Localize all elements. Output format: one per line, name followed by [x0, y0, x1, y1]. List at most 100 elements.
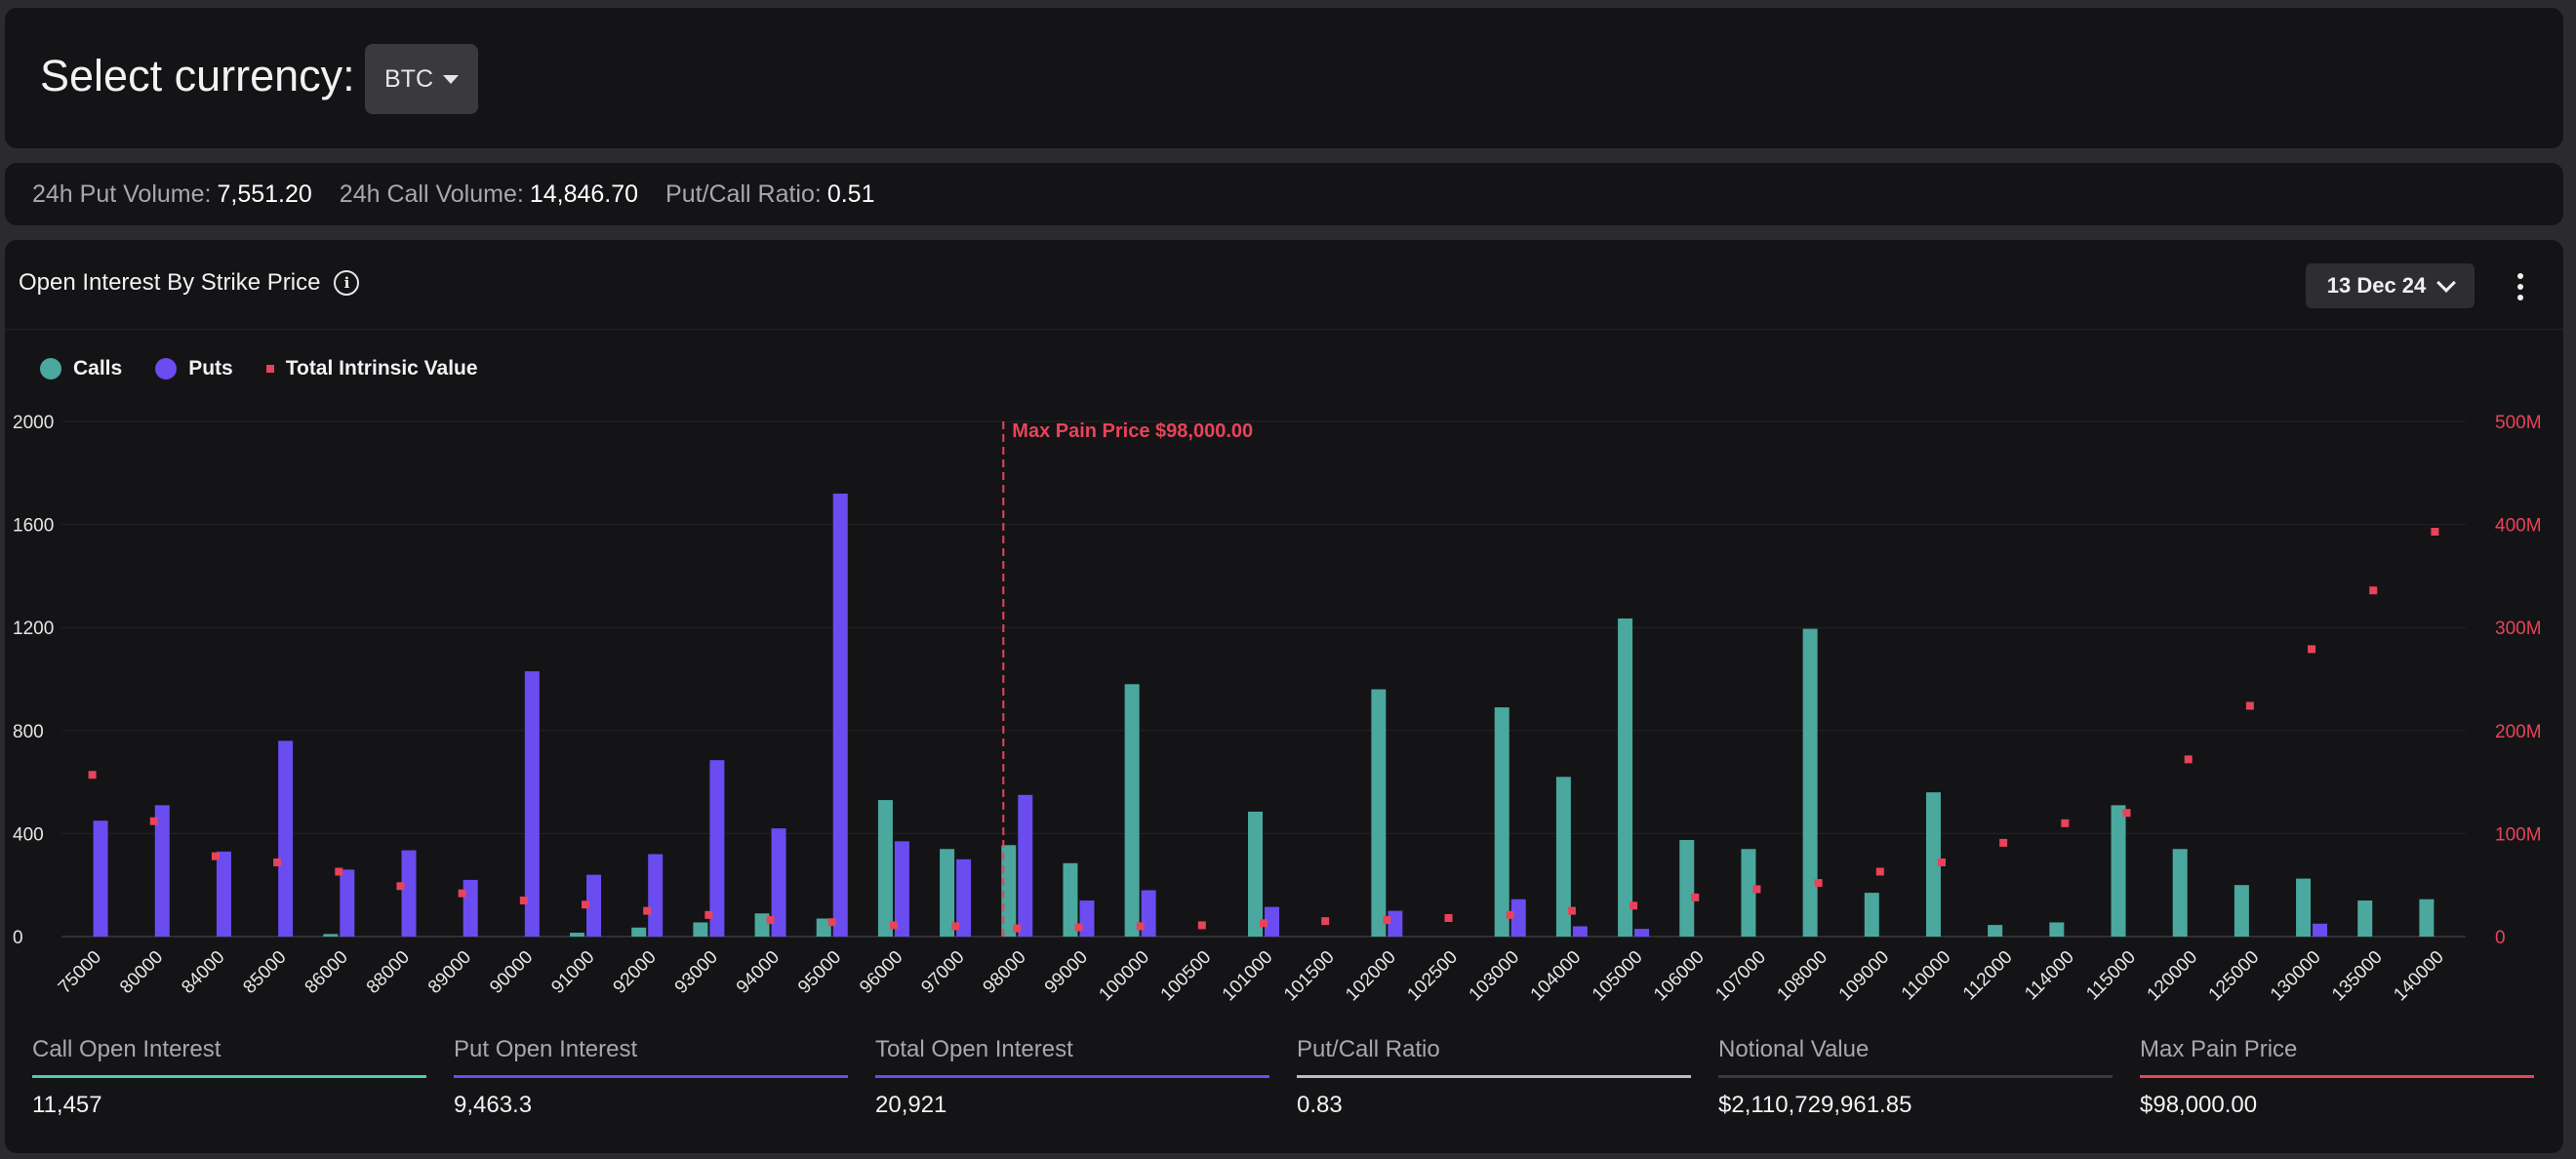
point-tiv	[1567, 906, 1576, 915]
info-icon[interactable]: i	[334, 270, 360, 296]
bar-puts	[1572, 926, 1588, 937]
point-tiv	[827, 918, 836, 927]
x-tick-label: 86000	[302, 947, 352, 998]
bar-puts	[832, 493, 848, 937]
point-tiv	[1197, 921, 1206, 930]
y-right-tick-label: 300M	[2495, 619, 2542, 639]
point-tiv	[1383, 916, 1391, 925]
point-tiv	[1814, 879, 1823, 888]
point-tiv	[704, 910, 713, 919]
bar-puts	[1634, 929, 1650, 937]
bar-puts	[771, 828, 786, 937]
expiry-date-dropdown[interactable]: 13 Dec 24	[2306, 263, 2475, 308]
x-tick-label: 140000	[2390, 947, 2448, 1006]
x-tick-label: 114000	[2021, 947, 2078, 1005]
metric-call-open-interest: Call Open Interest 11,457	[32, 1036, 454, 1119]
max-pain-label: Max Pain Price $98,000.00	[1012, 420, 1253, 442]
x-tick-label: 104000	[1527, 947, 1586, 1006]
bar-calls	[1494, 707, 1509, 937]
y-left-tick-label: 2000	[13, 413, 54, 433]
put-volume-label: 24h Put Volume:	[32, 180, 212, 208]
point-tiv	[2245, 701, 2254, 710]
bar-calls	[2049, 922, 2065, 937]
currency-dropdown-button[interactable]: BTC	[365, 44, 478, 114]
point-tiv	[1506, 910, 1514, 919]
bar-puts	[709, 760, 725, 937]
point-tiv	[335, 867, 343, 876]
puts-swatch-icon	[155, 358, 178, 380]
x-tick-label: 100500	[1157, 947, 1216, 1006]
x-tick-label: 88000	[363, 947, 414, 998]
bar-puts	[1079, 900, 1095, 937]
bar-calls	[1063, 862, 1078, 937]
x-tick-label: 112000	[1959, 947, 2017, 1005]
bar-calls	[1371, 689, 1387, 937]
bar-calls	[323, 934, 339, 937]
metric-value: 9,463.3	[454, 1092, 533, 1118]
point-tiv	[1444, 913, 1453, 922]
point-tiv	[2308, 645, 2316, 654]
metric-label: Put Open Interest	[454, 1036, 638, 1062]
bar-calls	[2296, 878, 2312, 937]
y-right-tick-label: 400M	[2495, 516, 2542, 537]
point-tiv	[1937, 858, 1946, 866]
x-tick-label: 99000	[1041, 947, 1092, 998]
x-tick-label: 75000	[55, 947, 105, 998]
point-tiv	[582, 900, 590, 909]
bar-calls	[2357, 900, 2373, 937]
x-tick-label: 93000	[671, 947, 722, 998]
metric-value: $2,110,729,961.85	[1718, 1092, 1912, 1118]
put-call-ratio-label: Put/Call Ratio:	[665, 180, 822, 208]
header-divider	[5, 329, 2563, 330]
bar-calls	[1988, 925, 2003, 937]
bar-calls	[1124, 684, 1140, 937]
open-interest-chart: 0 400 800 1200 1600 2000 0 100M 200M 300M 400M 500M…	[13, 413, 2542, 1006]
x-tick-label: 103000	[1466, 947, 1524, 1006]
metric-value: 0.83	[1297, 1092, 1343, 1118]
more-options-icon[interactable]	[2511, 267, 2530, 306]
metric-underline	[2140, 1075, 2534, 1078]
bar-calls	[1925, 792, 1941, 937]
x-tick-label: 130000	[2267, 947, 2325, 1006]
point-tiv	[149, 817, 158, 825]
bar-puts	[2313, 923, 2328, 937]
bar-puts	[154, 805, 170, 937]
metric-total-open-interest: Total Open Interest 20,921	[875, 1036, 1297, 1119]
bar-calls	[754, 913, 770, 937]
chart-legend: Calls Puts Total Intrinsic Value	[40, 357, 511, 380]
metric-put-open-interest: Put Open Interest 9,463.3	[454, 1036, 875, 1119]
point-tiv	[889, 921, 898, 930]
legend-item-tiv[interactable]: Total Intrinsic Value	[265, 357, 478, 380]
point-tiv	[1630, 901, 1638, 910]
tiv-swatch-icon	[265, 365, 274, 373]
y-right-tick-label: 0	[2495, 928, 2506, 948]
y-left-tick-label: 0	[13, 928, 23, 948]
x-tick-label: 80000	[116, 947, 167, 998]
currency-value: BTC	[384, 64, 433, 93]
point-tiv	[1260, 919, 1268, 928]
y-right-tick-label: 100M	[2495, 824, 2542, 845]
x-tick-label: 125000	[2205, 947, 2264, 1006]
point-tiv	[1752, 885, 1761, 894]
point-tiv	[1013, 924, 1022, 933]
point-tiv	[951, 922, 960, 931]
bar-calls	[940, 849, 955, 937]
legend-item-puts[interactable]: Puts	[155, 357, 233, 380]
point-tiv	[2122, 809, 2131, 818]
bar-calls	[1679, 840, 1695, 937]
bar-calls	[1864, 893, 1879, 937]
x-tick-label: 108000	[1773, 947, 1831, 1006]
x-tick-label: 135000	[2328, 947, 2387, 1006]
bar-calls	[1741, 849, 1756, 937]
legend-puts-label: Puts	[188, 357, 233, 380]
bar-puts	[1265, 906, 1279, 937]
metric-label: Max Pain Price	[2140, 1036, 2298, 1062]
metric-value: $98,000.00	[2140, 1092, 2258, 1118]
x-tick-label: 85000	[239, 947, 290, 998]
metric-underline	[1297, 1075, 1691, 1078]
metric-label: Call Open Interest	[32, 1036, 221, 1062]
point-tiv	[211, 852, 220, 860]
call-volume-label: 24h Call Volume:	[339, 180, 524, 208]
metric-underline	[32, 1075, 426, 1078]
legend-item-calls[interactable]: Calls	[40, 357, 122, 380]
